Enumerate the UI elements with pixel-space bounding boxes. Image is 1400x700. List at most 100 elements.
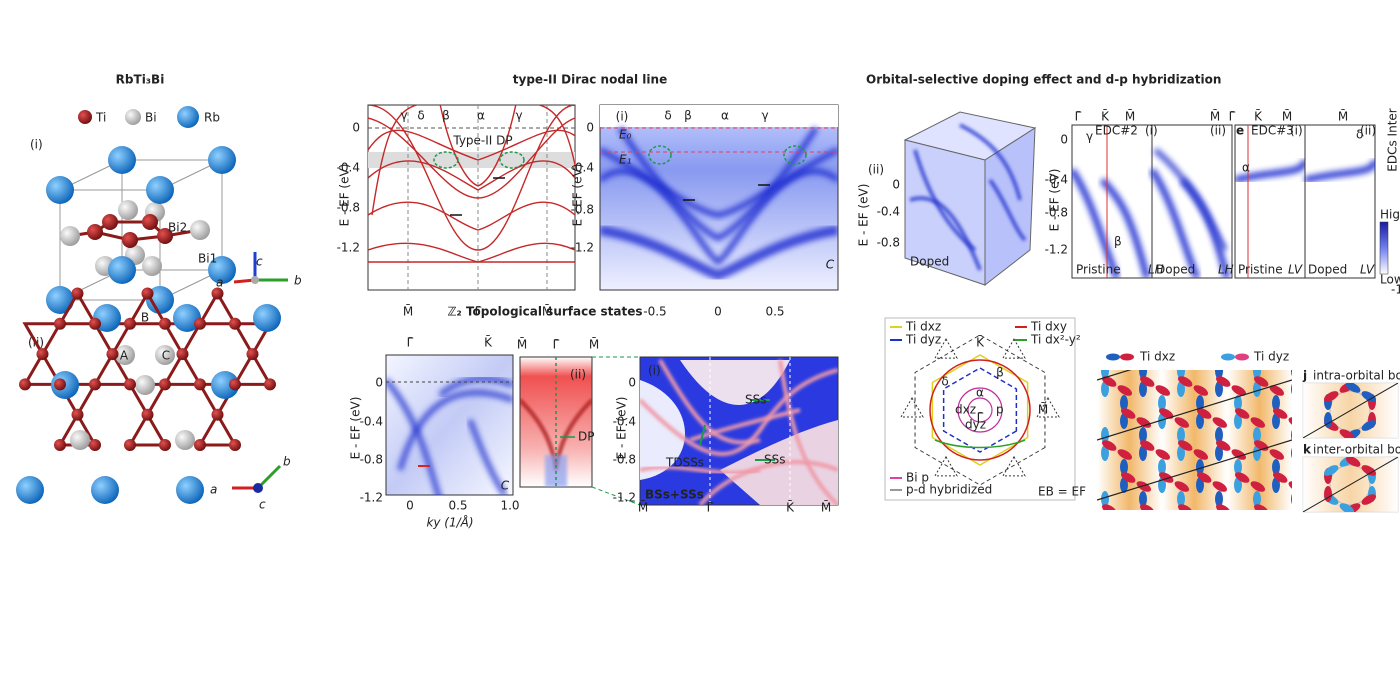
bz-boundary	[914, 334, 1046, 486]
label: Doped	[1156, 263, 1195, 277]
band	[397, 389, 513, 471]
orbital-lobe	[1253, 370, 1261, 379]
label: Doped	[1308, 263, 1347, 277]
label: E - EF (eV)	[349, 397, 363, 460]
band	[1072, 168, 1121, 278]
gap-region	[640, 380, 685, 480]
orbital-lobe	[1269, 385, 1285, 396]
orbital-lobe	[1158, 408, 1174, 419]
atom	[175, 430, 195, 450]
atom	[159, 439, 171, 451]
band	[600, 147, 838, 219]
atom	[89, 439, 101, 451]
orbital-lobe	[1323, 465, 1339, 476]
legend-label: Rb	[204, 111, 220, 125]
label: Ti dyz	[1253, 350, 1289, 364]
dp-marker	[499, 151, 525, 169]
atom	[142, 214, 158, 230]
orbital-lobe	[1324, 486, 1332, 502]
arpes-top	[600, 105, 838, 127]
orbital-lobe	[1136, 417, 1152, 428]
band-contour	[929, 359, 1031, 461]
y-tick-label: -0.8	[337, 201, 360, 215]
atom	[176, 476, 204, 504]
triangle	[197, 290, 238, 326]
label: dxz	[955, 403, 976, 417]
label: M̄	[1125, 109, 1135, 123]
atom	[106, 348, 119, 361]
atom	[46, 286, 74, 314]
label: Ti dx²-y²	[1030, 333, 1081, 347]
label: C	[826, 258, 835, 272]
orbital-lobe	[1253, 504, 1269, 510]
orbital-lobe	[1234, 472, 1250, 483]
orbital-lobe	[1272, 395, 1280, 411]
orbital-legend	[1106, 353, 1120, 361]
gap-region	[680, 360, 790, 405]
orbital-lobe	[1117, 385, 1133, 396]
label: (i)	[648, 364, 661, 378]
label: dyz	[965, 418, 986, 432]
axis-origin	[253, 483, 263, 493]
orbital-lobe	[1196, 395, 1204, 411]
atom	[246, 348, 259, 361]
orbital-lobe	[1117, 449, 1133, 460]
orbital-lobe	[1101, 491, 1109, 507]
orbital-lobe	[1193, 449, 1209, 460]
arpes-bands	[386, 375, 513, 495]
orbital-lobe	[1101, 370, 1109, 379]
label: Bi1	[198, 252, 217, 266]
label: High	[1380, 208, 1400, 222]
atom	[60, 226, 80, 246]
panel-title: RbTi₃Bi	[116, 73, 165, 87]
orbital-lobe	[1174, 481, 1190, 492]
label: β	[1114, 235, 1122, 249]
atom	[71, 408, 84, 421]
orbital-lobe	[1177, 491, 1185, 507]
band	[368, 117, 575, 199]
orbital-lobe	[1193, 385, 1209, 396]
orbital-legend	[1221, 353, 1235, 361]
orbital-lobe	[1101, 427, 1109, 443]
atom	[54, 317, 66, 330]
x-tick-label: 0.5	[765, 305, 784, 319]
atom	[159, 317, 171, 330]
band-contour	[967, 397, 993, 423]
y-tick-label: -0.4	[613, 415, 636, 429]
atom	[54, 378, 66, 391]
atom	[229, 317, 241, 330]
orbital-lobe	[1361, 420, 1377, 431]
atom	[89, 317, 101, 330]
orbital-lattice	[1097, 370, 1292, 510]
line	[591, 486, 641, 506]
orbital-lobe	[1101, 504, 1117, 510]
label: EDC#2	[1095, 124, 1138, 138]
label: SSs	[764, 453, 786, 467]
label: M̄	[1282, 109, 1292, 123]
orbital-lobe	[1253, 381, 1261, 397]
label: TDSSs	[665, 456, 704, 470]
atom	[71, 287, 84, 300]
orbital-lobe	[1101, 381, 1109, 397]
label: M̄	[517, 337, 527, 351]
orbital-lobe	[1345, 383, 1361, 393]
y-tick-label: -0.8	[1045, 206, 1068, 220]
label: δ	[941, 375, 948, 389]
label: a	[210, 483, 217, 497]
label: A	[120, 349, 129, 363]
atom	[122, 232, 138, 248]
kagome	[16, 287, 281, 504]
atom	[54, 439, 66, 451]
pocket	[1002, 338, 1026, 359]
label: δ	[417, 109, 424, 123]
orbital-lobe	[1272, 472, 1288, 483]
atom	[159, 378, 171, 391]
label: SSs	[745, 393, 767, 407]
line	[1303, 383, 1398, 438]
label: K̄	[1254, 109, 1263, 123]
label: Pristine	[1076, 263, 1121, 277]
label: LV	[1288, 263, 1303, 277]
triangle	[162, 351, 203, 386]
label: (i)	[30, 138, 43, 152]
atom	[102, 214, 118, 230]
